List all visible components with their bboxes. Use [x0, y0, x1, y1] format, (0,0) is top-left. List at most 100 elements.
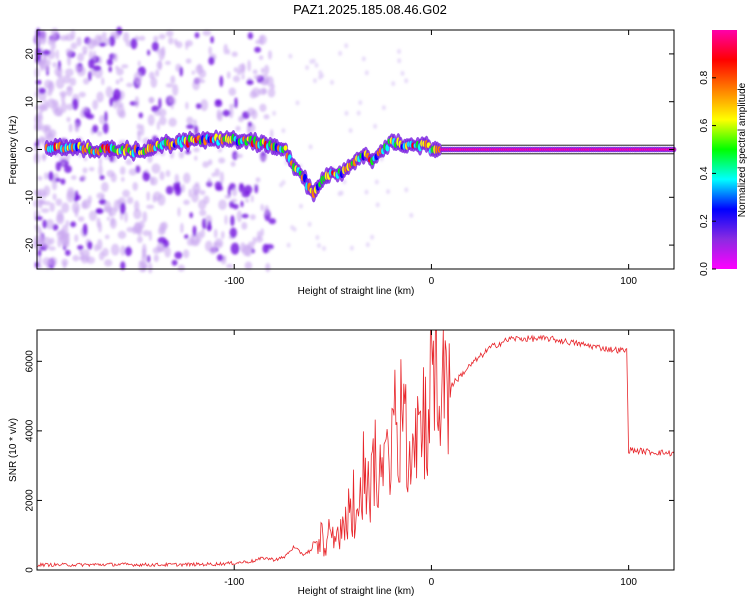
spectrogram-cell: [55, 198, 63, 206]
spectrogram-cell: [52, 193, 57, 201]
spectrogram-cell: [147, 49, 151, 56]
y-tick-label: 0: [25, 567, 36, 573]
y-tick-label: -10: [25, 190, 36, 205]
spectrogram-cell: [159, 171, 165, 181]
spectrogram-cell: [72, 98, 79, 111]
spectrogram-cell: [265, 262, 271, 273]
spectrogram-cell: [70, 221, 77, 228]
spectrogram-cell: [96, 217, 101, 228]
spectrogram-cell: [151, 163, 161, 174]
spectrogram-cell: [246, 79, 254, 86]
x-tick-label: 0: [429, 577, 435, 588]
spectrogram-cell: [54, 66, 63, 77]
spectrogram-cell: [318, 70, 323, 76]
spectrogram-cell: [213, 241, 217, 253]
spectrogram-cell: [108, 66, 112, 73]
colorbar-tick-label: 0.2: [699, 214, 710, 228]
y-tick-label: 0: [25, 146, 36, 152]
spectrogram-cell: [45, 59, 51, 67]
spectrogram-cell: [244, 185, 253, 195]
spectrogram-cell: [130, 38, 138, 50]
spectrogram-cell: [39, 104, 48, 112]
spectrogram-cell: [61, 258, 69, 267]
spectrogram-cell: [47, 89, 53, 97]
spectrogram-cell: [52, 224, 59, 231]
spectrogram-cell: [404, 78, 409, 84]
spectrogram-cell: [268, 50, 272, 60]
spectrogram-cell: [55, 49, 60, 60]
spectrogram-cell: [386, 189, 391, 195]
spectrogram-cell: [281, 128, 286, 134]
spectrogram-cell: [123, 32, 130, 43]
spectrogram-cell: [239, 242, 246, 253]
spectrogram-cell: [202, 161, 210, 168]
spectrogram-cell: [101, 77, 105, 86]
spectrogram-cell: [241, 62, 246, 75]
spectrogram-cell: [65, 249, 71, 256]
spectrogram-cell: [126, 82, 134, 88]
spectrogram-cell: [185, 101, 189, 110]
spectrogram-cell: [134, 200, 140, 212]
spectrogram-cell: [208, 159, 213, 166]
spectrogram-cell: [35, 47, 41, 53]
spectrogram-cell: [322, 246, 326, 251]
spectrogram-cell: [62, 240, 70, 248]
spectrogram-cell: [55, 78, 65, 89]
spectrogram-cell: [186, 238, 194, 246]
spectrogram-cell: [231, 51, 238, 57]
colorbar-tick-label: 0.8: [699, 70, 710, 84]
spectrogram-cell: [258, 55, 264, 60]
spectrogram-cell: [98, 164, 103, 177]
spectrogram-cell: [240, 200, 244, 208]
spectrogram-cell: [153, 35, 159, 43]
spectrogram-cell: [78, 91, 86, 98]
spectrogram-cell: [47, 38, 52, 46]
spectrogram-cell: [290, 225, 295, 230]
spectrogram-cell: [203, 195, 210, 205]
spectrogram-cell: [330, 79, 334, 85]
spectrogram-y-ticks: -20 -10 0 10 20: [25, 48, 674, 252]
spectrogram-cell: [126, 226, 135, 233]
spectrogram-cell: [211, 172, 216, 177]
spectrogram-cell: [158, 48, 165, 61]
spectrogram-cell: [241, 213, 249, 219]
spectrogram-cell: [96, 130, 103, 137]
spectrogram-cell: [88, 50, 93, 61]
spectrogram-cell: [42, 236, 51, 249]
spectrogram-cell: [124, 211, 128, 223]
spectrogram-cell: [349, 245, 354, 251]
spectrogram-cell: [142, 230, 150, 237]
spectrogram-cell: [177, 207, 181, 217]
spectrogram-cell: [40, 137, 47, 143]
spectrogram-cell: [119, 77, 124, 82]
spectrogram-cell: [185, 42, 189, 50]
spectrogram-cell: [42, 49, 51, 56]
spectrogram-cell: [235, 125, 241, 132]
spectrogram-cell: [206, 181, 213, 187]
spectrogram-cell: [195, 103, 202, 109]
spectrogram-cell: [104, 234, 110, 240]
spectrogram-cell: [55, 177, 61, 182]
spectrogram-cell: [102, 31, 107, 39]
spectrogram-cell: [60, 101, 67, 113]
spectrogram-cell: [234, 153, 243, 159]
y-tick-label: 20: [25, 48, 36, 60]
spectrogram-cell: [344, 43, 349, 49]
spectrogram-cell: [177, 264, 185, 272]
spectrogram-cell: [152, 195, 157, 203]
spectrogram-cell: [252, 236, 257, 245]
spectrogram-cell: [253, 75, 262, 80]
spectrogram-cell: [88, 71, 92, 82]
spectrogram-cell: [197, 63, 202, 72]
spectrogram-cell: [314, 62, 319, 68]
spectrogram-cell: [55, 161, 62, 172]
spectrogram-cell: [174, 173, 179, 184]
spectrogram-cell: [120, 245, 126, 256]
spectrogram-cell: [215, 186, 224, 191]
spectrogram-cell: [231, 187, 238, 197]
spectrogram-cell: [164, 60, 171, 65]
spectrogram-cell: [134, 96, 140, 108]
spectrogram-cell: [365, 242, 370, 248]
